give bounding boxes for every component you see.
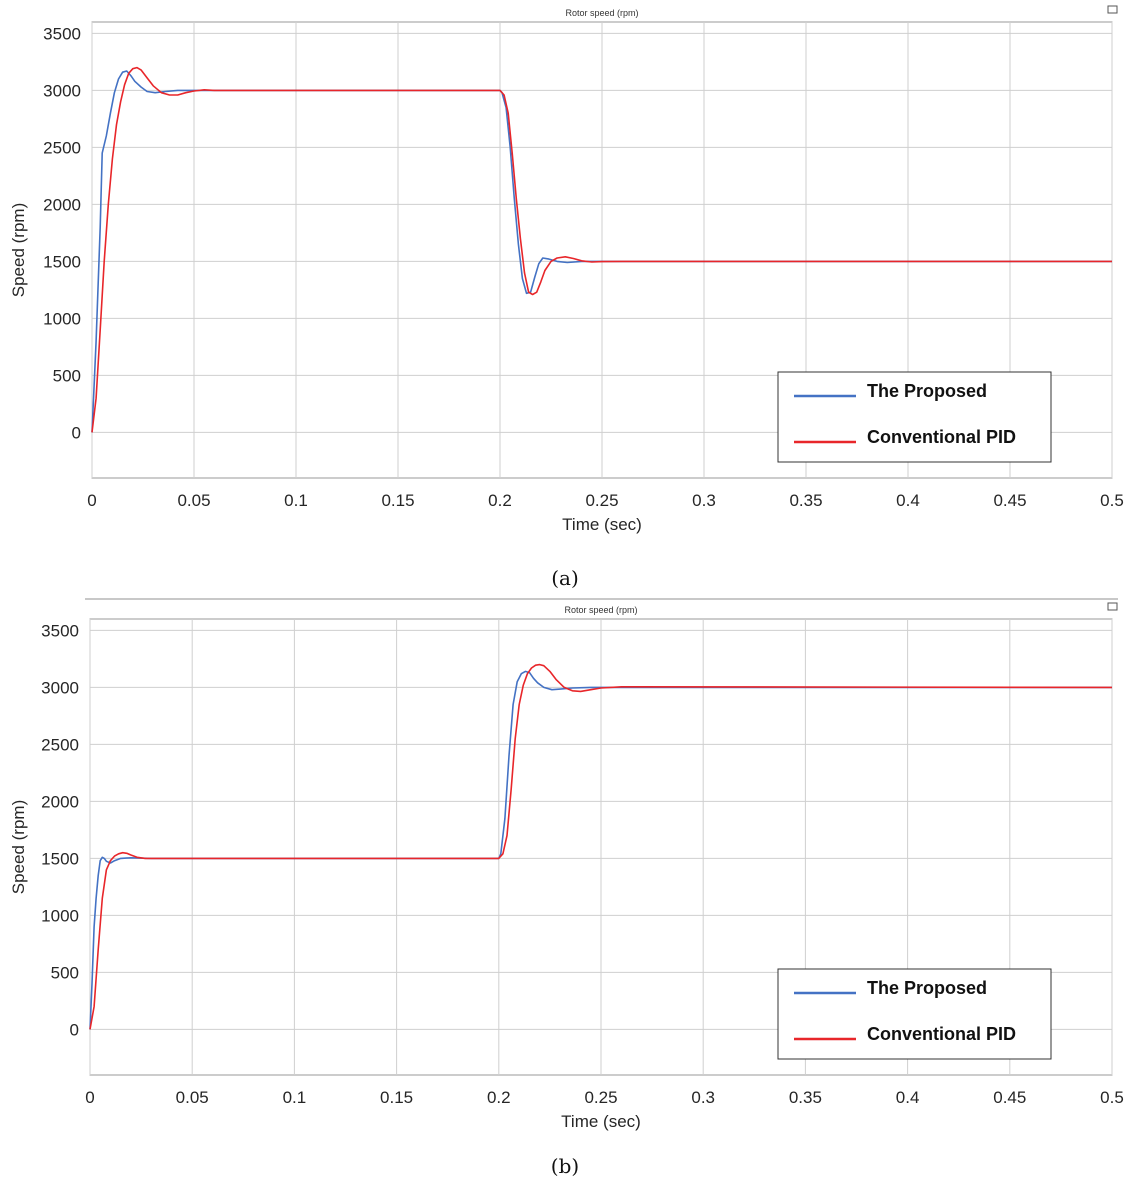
chart-a-legend-label: Conventional PID bbox=[867, 427, 1016, 447]
chart-a-xlabel: Time (sec) bbox=[562, 515, 642, 534]
chart-a-ylabel: Speed (rpm) bbox=[9, 203, 28, 297]
chart-b-xtick-label: 0.35 bbox=[789, 1088, 822, 1107]
chart-a-xtick-label: 0.05 bbox=[177, 491, 210, 510]
chart-b-legend-label: The Proposed bbox=[867, 978, 987, 998]
chart-panel-a: 0 0.05 0.1 0.15 0.2 0.25 0.3 0.35 0.4 0.45 0.5 0 500… bbox=[9, 5, 1124, 590]
chart-b-svg: 0 0.05 0.1 0.15 0.2 0.25 0.3 0.35 0.4 0.45 0.5 0 500… bbox=[9, 598, 1124, 1178]
chart-b-xtick-label: 0 bbox=[85, 1088, 94, 1107]
chart-b-xtick-label: 0.25 bbox=[584, 1088, 617, 1107]
chart-a-restore-icon bbox=[1107, 5, 1118, 14]
chart-b-legend-label: Conventional PID bbox=[867, 1024, 1016, 1044]
chart-b-ylabel: Speed (rpm) bbox=[9, 800, 28, 894]
chart-panel-b: 0 0.05 0.1 0.15 0.2 0.25 0.3 0.35 0.4 0.45 0.5 0 500… bbox=[0, 595, 1125, 1187]
chart-a-xtick-label: 0.15 bbox=[381, 491, 414, 510]
chart-b-xtick-label: 0.15 bbox=[380, 1088, 413, 1107]
chart-b-ytick-label: 2500 bbox=[41, 735, 79, 754]
chart-b-xtick-label: 0.3 bbox=[691, 1088, 715, 1107]
chart-b-caption: (b) bbox=[551, 1154, 579, 1178]
chart-a-series-pid-line bbox=[91, 66, 1112, 433]
chart-a-xtick-label: 0.3 bbox=[692, 491, 716, 510]
chart-a-ytick-label: 3000 bbox=[43, 81, 81, 100]
chart-b-xtick-label: 0.45 bbox=[993, 1088, 1026, 1107]
chart-b-ytick-label: 500 bbox=[51, 963, 79, 982]
chart-b-restore-icon bbox=[1107, 602, 1118, 611]
chart-a-legend-label: The Proposed bbox=[867, 381, 987, 401]
chart-a-caption: (a) bbox=[551, 566, 579, 590]
chart-b-ytick-label: 0 bbox=[70, 1020, 79, 1039]
chart-b-ytick-label: 1500 bbox=[41, 849, 79, 868]
chart-a-xtick-label: 0 bbox=[87, 491, 96, 510]
chart-b-legend-box bbox=[777, 968, 1052, 1060]
chart-a-ytick-label: 1500 bbox=[43, 252, 81, 271]
chart-b-xtick-label: 0.1 bbox=[283, 1088, 307, 1107]
chart-a-xtick-label: 0.45 bbox=[993, 491, 1026, 510]
chart-a-xtick-label: 0.5 bbox=[1100, 491, 1124, 510]
chart-a-ytick-label: 0 bbox=[72, 423, 81, 442]
chart-a-svg: 0 0.05 0.1 0.15 0.2 0.25 0.3 0.35 0.4 0.45 0.5 0 500… bbox=[9, 5, 1124, 590]
chart-a-xtick-label: 0.25 bbox=[585, 491, 618, 510]
chart-a-ytick-label: 500 bbox=[53, 366, 81, 385]
chart-a-ytick-label: 2000 bbox=[43, 195, 81, 214]
chart-a-ytick-label: 1000 bbox=[43, 309, 81, 328]
chart-a-xtick-label: 0.1 bbox=[284, 491, 308, 510]
chart-b-xtick-label: 0.5 bbox=[1100, 1088, 1124, 1107]
chart-b-ytick-label: 3500 bbox=[41, 621, 79, 640]
chart-b-series-proposed-line bbox=[89, 670, 1112, 1030]
chart-b-ytick-label: 1000 bbox=[41, 906, 79, 925]
chart-a-ytick-label: 2500 bbox=[43, 138, 81, 157]
chart-b-series-pid-line bbox=[89, 663, 1113, 1030]
chart-b-xtick-label: 0.4 bbox=[896, 1088, 920, 1107]
chart-a-legend-box bbox=[777, 371, 1052, 463]
chart-b-xlabel: Time (sec) bbox=[561, 1112, 641, 1131]
chart-a-xtick-label: 0.35 bbox=[789, 491, 822, 510]
chart-b-ytick-label: 3000 bbox=[41, 678, 79, 697]
chart-b-xtick-label: 0.05 bbox=[176, 1088, 209, 1107]
chart-b-xtick-label: 0.2 bbox=[487, 1088, 511, 1107]
chart-a-title: Rotor speed (rpm) bbox=[565, 8, 638, 18]
chart-b-title: Rotor speed (rpm) bbox=[564, 605, 637, 615]
chart-a-xtick-label: 0.2 bbox=[488, 491, 512, 510]
chart-a-ytick-label: 3500 bbox=[43, 24, 81, 43]
chart-a-xtick-label: 0.4 bbox=[896, 491, 920, 510]
chart-b-ytick-label: 2000 bbox=[41, 792, 79, 811]
